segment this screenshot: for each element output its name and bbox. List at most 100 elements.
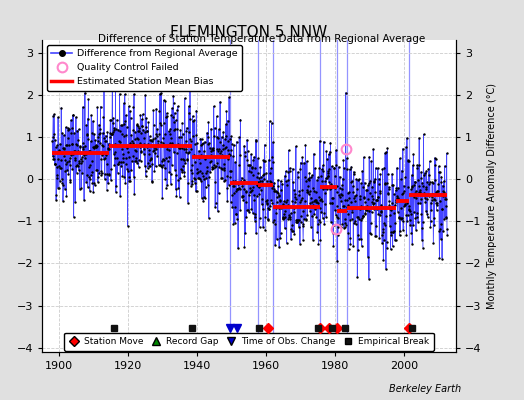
Point — [94, 179, 102, 185]
Point — [106, 129, 114, 136]
Point — [205, 159, 214, 165]
Point — [401, 197, 409, 203]
Point — [157, 138, 165, 145]
Point — [98, 152, 106, 158]
Point — [171, 126, 179, 133]
Point — [189, 154, 198, 161]
Point — [202, 153, 210, 159]
Point — [102, 132, 110, 139]
Point — [414, 162, 423, 169]
Point — [292, 143, 300, 150]
Point — [147, 156, 155, 162]
Point — [315, 165, 323, 172]
Point — [285, 212, 293, 219]
Point — [254, 155, 262, 162]
Point — [141, 173, 150, 179]
Point — [283, 177, 292, 184]
Point — [101, 171, 109, 177]
Point — [316, 173, 325, 179]
Point — [159, 97, 168, 104]
Point — [69, 151, 77, 157]
Point — [238, 193, 246, 200]
Point — [189, 132, 197, 139]
Point — [281, 225, 289, 232]
Point — [398, 214, 406, 221]
Point — [419, 219, 427, 225]
Point — [72, 170, 81, 176]
Point — [52, 164, 61, 170]
Point — [61, 167, 70, 174]
Point — [195, 160, 204, 166]
Point — [269, 219, 277, 225]
Point — [54, 114, 62, 120]
Point — [210, 103, 218, 110]
Point — [380, 180, 389, 186]
Point — [233, 138, 241, 145]
Point — [347, 216, 356, 222]
Point — [168, 114, 177, 121]
Point — [353, 214, 361, 220]
Point — [201, 195, 209, 201]
Point — [138, 123, 147, 130]
Point — [265, 206, 273, 212]
Point — [282, 240, 291, 246]
Point — [231, 159, 239, 166]
Point — [188, 178, 196, 184]
Point — [426, 224, 434, 230]
Point — [319, 162, 327, 168]
Point — [86, 176, 95, 182]
Point — [257, 182, 265, 188]
Point — [58, 130, 66, 136]
Point — [181, 142, 189, 148]
Point — [289, 166, 297, 172]
Point — [369, 200, 378, 206]
Point — [213, 134, 222, 140]
Point — [372, 165, 380, 171]
Point — [205, 140, 214, 146]
Point — [203, 168, 212, 174]
Point — [263, 178, 271, 184]
Point — [219, 129, 227, 135]
Point — [285, 147, 293, 154]
Point — [244, 148, 252, 155]
Point — [78, 158, 86, 164]
Point — [421, 186, 430, 192]
Point — [384, 191, 392, 197]
Point — [115, 138, 123, 144]
Point — [260, 142, 269, 148]
Point — [228, 182, 237, 189]
Point — [342, 155, 351, 162]
Point — [68, 125, 76, 132]
Point — [236, 186, 244, 192]
Point — [322, 175, 330, 181]
Point — [158, 195, 167, 201]
Point — [387, 229, 396, 235]
Point — [172, 186, 180, 192]
Point — [190, 152, 198, 158]
Point — [290, 231, 299, 237]
Point — [436, 236, 445, 242]
Point — [280, 198, 288, 204]
Point — [398, 167, 406, 174]
Point — [113, 170, 122, 176]
Point — [224, 155, 232, 162]
Point — [296, 240, 304, 247]
Point — [403, 157, 412, 163]
Point — [249, 192, 258, 198]
Point — [188, 162, 196, 168]
Point — [180, 168, 188, 175]
Point — [323, 172, 332, 179]
Point — [379, 220, 388, 227]
Point — [257, 187, 265, 193]
Point — [66, 154, 74, 161]
Point — [404, 184, 412, 190]
Point — [158, 158, 166, 164]
Point — [163, 158, 172, 164]
Point — [399, 146, 407, 152]
Point — [385, 186, 393, 192]
Point — [234, 245, 242, 252]
Point — [336, 223, 345, 230]
Point — [92, 141, 100, 148]
Point — [181, 95, 189, 102]
Point — [401, 202, 409, 208]
